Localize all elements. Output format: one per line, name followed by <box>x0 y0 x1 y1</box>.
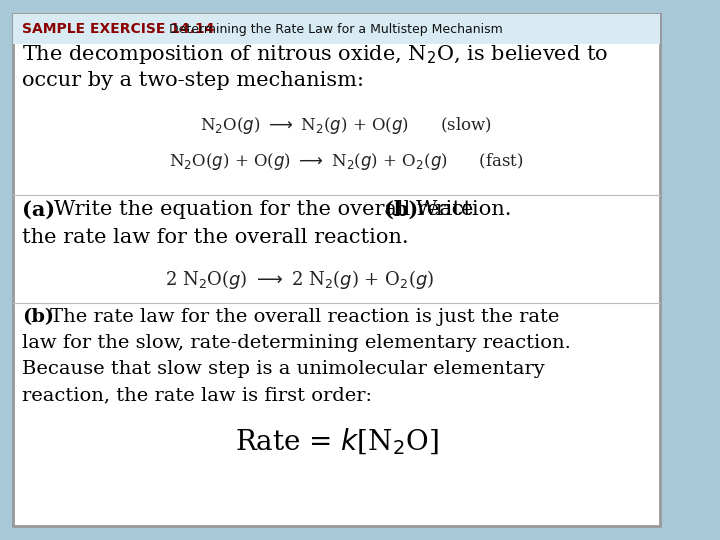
Text: The rate law for the overall reaction is just the rate: The rate law for the overall reaction is… <box>50 308 560 326</box>
FancyBboxPatch shape <box>13 14 660 526</box>
Text: Rate = $k$[N$_2$O]: Rate = $k$[N$_2$O] <box>235 426 438 457</box>
Text: SAMPLE EXERCISE 14.14: SAMPLE EXERCISE 14.14 <box>22 22 215 36</box>
Text: (a): (a) <box>22 200 55 220</box>
Text: 2 N$_2$O($g$) $\longrightarrow$ 2 N$_2$($g$) + O$_2$($g$): 2 N$_2$O($g$) $\longrightarrow$ 2 N$_2$(… <box>165 268 434 291</box>
Text: (b): (b) <box>22 308 55 326</box>
Text: the rate law for the overall reaction.: the rate law for the overall reaction. <box>22 228 409 247</box>
Text: N$_2$O($g$) $\longrightarrow$ N$_2$($g$) + O($g$)      (slow): N$_2$O($g$) $\longrightarrow$ N$_2$($g$)… <box>200 115 492 136</box>
Text: N$_2$O($g$) + O($g$) $\longrightarrow$ N$_2$($g$) + O$_2$($g$)      (fast): N$_2$O($g$) + O($g$) $\longrightarrow$ N… <box>168 151 523 172</box>
Text: (b): (b) <box>384 200 418 220</box>
Text: Determining the Rate Law for a Multistep Mechanism: Determining the Rate Law for a Multistep… <box>165 23 503 36</box>
Text: law for the slow, rate-determining elementary reaction.: law for the slow, rate-determining eleme… <box>22 334 571 352</box>
Text: Because that slow step is a unimolecular elementary: Because that slow step is a unimolecular… <box>22 360 545 378</box>
Text: reaction, the rate law is first order:: reaction, the rate law is first order: <box>22 386 372 404</box>
Text: Write: Write <box>416 200 474 219</box>
FancyBboxPatch shape <box>13 14 660 44</box>
Text: occur by a two-step mechanism:: occur by a two-step mechanism: <box>22 71 364 90</box>
Text: Write the equation for the overall reaction.: Write the equation for the overall react… <box>54 200 512 219</box>
Text: The decomposition of nitrous oxide, N$_2$O, is believed to: The decomposition of nitrous oxide, N$_2… <box>22 43 608 66</box>
